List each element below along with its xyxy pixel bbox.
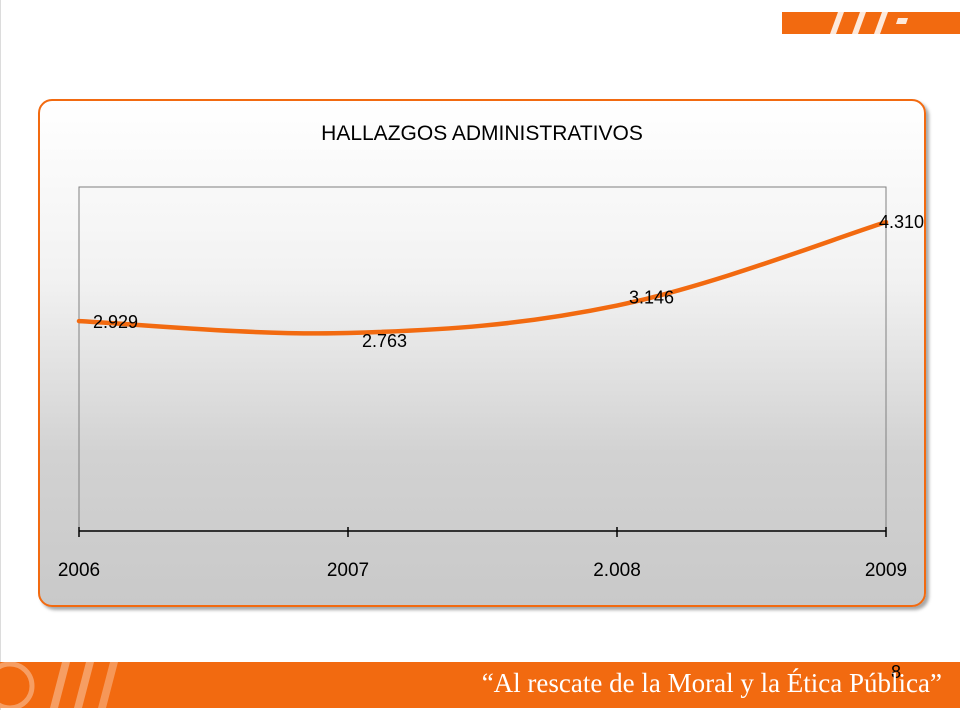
data-labels: 2.929 2.763 3.146 4.310 <box>93 212 924 351</box>
data-label: 2.929 <box>93 312 138 332</box>
header-stripes-icon <box>830 12 908 34</box>
footer-swirl-icon <box>0 662 118 708</box>
x-axis <box>78 527 887 537</box>
series-line-group <box>76 219 889 336</box>
data-label: 3.146 <box>629 288 674 308</box>
plot-frame <box>78 186 887 532</box>
x-tick-labels: 2006 2007 2.008 2009 <box>58 560 907 581</box>
plot-area-border <box>78 186 887 532</box>
header-decor-band <box>782 12 960 34</box>
chart-card <box>38 99 926 607</box>
footer-bottom-strip <box>0 710 960 720</box>
series-line <box>76 219 889 336</box>
x-tick-label: 2009 <box>865 560 907 581</box>
slide-left-edge <box>0 0 1 720</box>
x-tick-label: 2006 <box>58 560 100 581</box>
data-label: 4.310 <box>879 212 924 232</box>
chart-title: HALLAZGOS ADMINISTRATIVOS <box>321 122 643 145</box>
x-tick-label: 2007 <box>327 560 369 581</box>
footer-band <box>0 662 960 708</box>
footer-quote: “Al rescate de la Moral y la Ética Públi… <box>481 668 942 698</box>
x-tick-label: 2.008 <box>593 560 641 581</box>
page-number: 8 <box>891 662 902 682</box>
data-label: 2.763 <box>362 331 407 351</box>
